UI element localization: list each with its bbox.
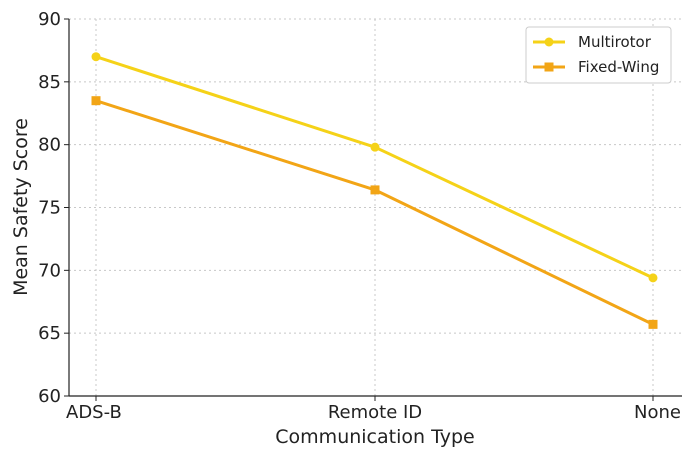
data-point xyxy=(648,319,658,329)
legend-label: Fixed-Wing xyxy=(578,58,659,76)
y-tick-label: 70 xyxy=(38,260,61,281)
data-point xyxy=(91,96,101,106)
y-tick-label: 75 xyxy=(38,198,61,219)
data-point xyxy=(648,273,658,283)
x-ticks: ADS-B Remote ID None xyxy=(66,396,681,423)
x-axis-label: Communication Type xyxy=(275,426,474,448)
x-tick-label: None xyxy=(634,402,681,423)
y-tick-label: 90 xyxy=(38,9,61,30)
y-tick-label: 60 xyxy=(38,386,61,407)
data-point xyxy=(370,142,380,152)
legend-label: Multirotor xyxy=(578,33,652,51)
y-ticks: 60 65 70 75 80 85 90 xyxy=(38,9,69,407)
x-tick-label: ADS-B xyxy=(66,402,122,423)
legend-marker xyxy=(544,62,554,72)
y-tick-label: 80 xyxy=(38,135,61,156)
data-point xyxy=(91,52,101,62)
legend-marker xyxy=(544,37,554,47)
x-tick-label: Remote ID xyxy=(328,402,422,423)
y-tick-label: 65 xyxy=(38,323,61,344)
series-group xyxy=(91,52,658,329)
y-axis-label: Mean Safety Score xyxy=(10,118,32,296)
legend: Multirotor Fixed-Wing xyxy=(525,26,672,84)
data-point xyxy=(370,185,380,195)
y-tick-label: 85 xyxy=(38,72,61,93)
